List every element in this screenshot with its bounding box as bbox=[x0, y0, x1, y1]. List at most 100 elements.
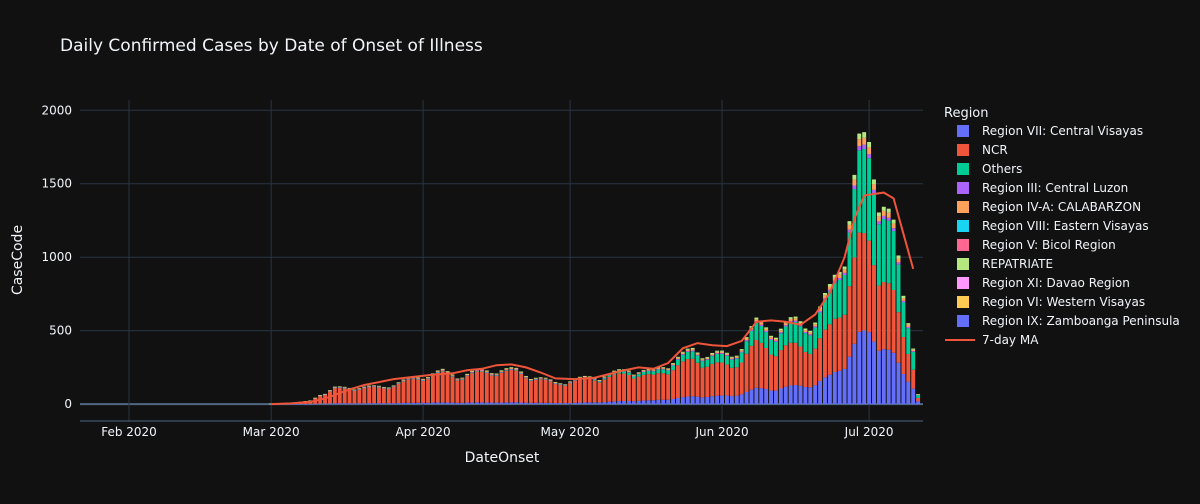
bar-segment bbox=[357, 389, 362, 404]
bar-segment bbox=[641, 370, 646, 372]
bar-segment bbox=[347, 389, 352, 404]
bar-segment bbox=[729, 358, 734, 360]
bar-segment bbox=[465, 375, 470, 377]
bar-segment bbox=[739, 352, 744, 363]
bar-segment bbox=[357, 388, 362, 389]
bar-segment bbox=[602, 378, 607, 380]
bar-segment bbox=[533, 377, 538, 379]
bar-segment bbox=[568, 382, 573, 383]
legend-swatch bbox=[957, 220, 969, 232]
bar-segment bbox=[533, 378, 538, 380]
bar-segment bbox=[313, 403, 318, 405]
bar-segment bbox=[734, 367, 739, 396]
bar-segment bbox=[680, 354, 685, 355]
bar-segment bbox=[426, 377, 430, 379]
bar-segment bbox=[749, 389, 754, 405]
bar-segment bbox=[577, 377, 582, 379]
bar-segment bbox=[675, 397, 680, 405]
bar-segment bbox=[430, 402, 435, 405]
bar-segment bbox=[700, 358, 705, 360]
bar-segment bbox=[406, 379, 411, 403]
bar-segment bbox=[626, 374, 631, 401]
bar-segment bbox=[690, 358, 695, 397]
bar-segment bbox=[484, 372, 489, 373]
bar-segment bbox=[769, 337, 774, 339]
bar-segment bbox=[524, 376, 528, 378]
bar-segment bbox=[695, 362, 700, 397]
bar-segment bbox=[528, 380, 533, 381]
bar-segment bbox=[514, 370, 519, 371]
bars-layer bbox=[269, 132, 921, 405]
bar-segment bbox=[911, 349, 916, 352]
bar-segment bbox=[759, 325, 764, 343]
bar-segment bbox=[862, 132, 867, 138]
bar-segment bbox=[612, 401, 617, 405]
bar-segment bbox=[421, 402, 426, 405]
bar-segment bbox=[563, 385, 568, 404]
bar-segment bbox=[470, 372, 475, 373]
bar-segment bbox=[430, 373, 435, 374]
bar-segment bbox=[573, 402, 577, 405]
bar-segment bbox=[700, 359, 705, 361]
bar-segment bbox=[435, 372, 440, 374]
bar-segment bbox=[470, 373, 475, 403]
bar-segment bbox=[906, 324, 911, 327]
bar-segment bbox=[617, 373, 622, 402]
bar-segment bbox=[416, 377, 421, 379]
chart-title: Daily Confirmed Cases by Date of Onset o… bbox=[60, 36, 483, 56]
legend-entry: Region III: Central Luzon bbox=[982, 181, 1128, 195]
bar-segment bbox=[362, 387, 367, 388]
bar-segment bbox=[577, 376, 582, 378]
bar-segment bbox=[837, 370, 842, 405]
bar-segment bbox=[837, 274, 842, 278]
bar-segment bbox=[367, 386, 372, 387]
bar-segment bbox=[744, 337, 749, 339]
bar-segment bbox=[813, 348, 818, 386]
bar-segment bbox=[587, 378, 592, 403]
moving-average-line bbox=[271, 191, 915, 406]
bar-segment bbox=[597, 380, 602, 381]
bar-segment bbox=[514, 370, 519, 403]
bar-segment bbox=[362, 386, 367, 388]
bar-segment bbox=[764, 330, 769, 333]
bar-segment bbox=[626, 371, 631, 373]
bar-segment bbox=[504, 369, 509, 371]
bar-segment bbox=[386, 387, 391, 388]
bar-segment bbox=[911, 351, 916, 370]
legend-entry: Region XI: Davao Region bbox=[982, 276, 1130, 290]
legend-entry: NCR bbox=[982, 143, 1008, 157]
bar-segment bbox=[724, 353, 729, 356]
bar-segment bbox=[852, 189, 857, 258]
bar-segment bbox=[695, 352, 700, 354]
bar-segment bbox=[612, 370, 617, 372]
bar-segment bbox=[352, 403, 357, 405]
bar-segment bbox=[646, 370, 651, 375]
bar-segment bbox=[847, 224, 852, 230]
bar-segment bbox=[396, 383, 401, 385]
bar-segment bbox=[372, 386, 377, 387]
bar-segment bbox=[553, 383, 558, 384]
bar-segment bbox=[499, 371, 504, 373]
bar-segment bbox=[774, 341, 778, 357]
bar-segment bbox=[916, 401, 921, 405]
bar-segment bbox=[886, 283, 891, 350]
bar-segment bbox=[793, 321, 798, 343]
bar-segment bbox=[504, 368, 509, 369]
bar-segment bbox=[729, 356, 734, 358]
bar-segment bbox=[896, 362, 901, 405]
bar-segment bbox=[494, 374, 499, 376]
legend-swatch bbox=[957, 296, 969, 308]
bar-segment bbox=[597, 382, 602, 403]
bar-segment bbox=[597, 402, 602, 405]
bar-segment bbox=[906, 354, 911, 382]
legend-entry: Others bbox=[982, 162, 1022, 176]
bar-segment bbox=[842, 275, 847, 315]
bar-segment bbox=[553, 382, 558, 383]
bar-segment bbox=[455, 378, 460, 380]
bar-segment bbox=[876, 212, 881, 217]
bar-segment bbox=[401, 402, 406, 405]
bar-segment bbox=[377, 403, 381, 405]
bar-segment bbox=[636, 373, 641, 375]
bar-segment bbox=[352, 390, 357, 391]
bar-segment bbox=[602, 376, 607, 378]
